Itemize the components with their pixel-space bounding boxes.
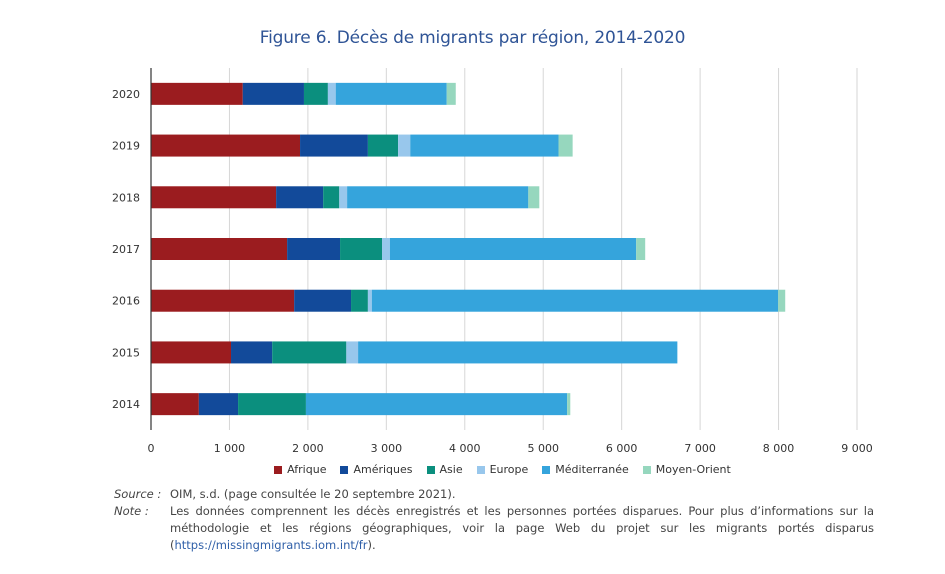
bar-segment [410,134,559,157]
legend-swatch [642,465,651,474]
bar-segment [151,289,295,312]
bar-segment [371,289,779,312]
legend-label: Afrique [287,463,327,476]
bar-segment [276,186,324,209]
legend-item: Méditerranée [542,463,629,476]
bar-segment [335,82,447,105]
x-tick-label: 8 000 [763,442,795,455]
x-tick-label: 9 000 [841,442,873,455]
source-text: OIM, s.d. (page consultée le 20 septembr… [170,487,456,501]
bar-segment [300,134,368,157]
bar-segment [358,341,678,364]
bar-segment [151,186,277,209]
y-tick-label: 2014 [112,398,140,411]
x-tick-label: 3 000 [371,442,403,455]
bar-segment [294,289,352,312]
source-label: Source : [114,487,162,501]
x-tick-label: 0 [148,442,155,455]
note-row: Note : Les données comprennent les décès… [114,503,874,554]
chart-title: Figure 6. Décès de migrants par région, … [259,28,686,48]
y-tick-label: 2018 [112,191,140,204]
bar-segment [382,238,390,260]
project-link[interactable]: https://missingmigrants.iom.int/fr [174,538,368,552]
bar-segment [346,341,359,364]
legend-item: Europe [476,463,529,476]
legend-swatch [426,465,435,474]
x-tick-labels: 0 1 000 2 000 3 000 4 000 5 000 6 000 7 000 8 00… [148,442,873,455]
bar-segment [231,341,273,364]
x-tick-label: 1 000 [214,442,246,455]
legend-item: Moyen-Orient [642,463,731,476]
bar-segment [198,393,239,416]
legend-item: Afrique [274,463,326,476]
bar-segment [323,186,340,209]
bar-segment [367,134,399,157]
bar-segment [242,82,304,105]
bar-segment [367,289,372,312]
legend: Afrique Amériques Asie Europe Méditerranée Mo… [0,463,945,476]
bar-segment [347,186,529,209]
chart-plot: 2020 2019 2018 2017 2016 2015 2014 0 1 000 2 000… [112,68,873,455]
bar-segment [558,134,573,157]
legend-item: Amériques [340,463,413,476]
legend-swatch [476,465,485,474]
legend-swatch [340,465,349,474]
x-tick-label: 7 000 [684,442,716,455]
y-tick-labels: 2020 2019 2018 2017 2016 2015 2014 [112,88,140,411]
legend-label: Europe [489,463,529,476]
bar-segment [151,238,288,260]
bar-segment [340,238,383,260]
y-tick-label: 2015 [112,346,140,359]
legend-swatch [274,465,283,474]
x-tick-label: 5 000 [527,442,559,455]
bar-segment [778,289,786,312]
bar-segment [151,341,232,364]
bar-segment [327,82,336,105]
y-tick-label: 2017 [112,243,140,256]
note-end: ). [367,538,376,552]
bar-segment [398,134,411,157]
legend-label: Méditerranée [555,463,629,476]
bars [151,82,786,416]
bar-segment [567,393,571,416]
bar-segment [351,289,368,312]
bar-segment [389,238,637,260]
legend-item: Asie [426,463,463,476]
y-tick-label: 2020 [112,88,140,101]
y-tick-label: 2019 [112,140,140,153]
x-tick-label: 4 000 [449,442,481,455]
source-row: Source : OIM, s.d. (page consultée le 20… [114,486,874,503]
bar-segment [305,393,568,416]
legend-label: Asie [439,463,463,476]
legend-swatch [542,465,551,474]
bar-segment [151,82,243,105]
bar-segment [287,238,341,260]
x-tick-label: 2 000 [292,442,324,455]
bar-segment [446,82,456,105]
note-label: Note : [114,504,149,518]
bar-segment [272,341,347,364]
bar-segment [151,393,199,416]
bar-segment [528,186,540,209]
bar-segment [151,134,301,157]
y-tick-label: 2016 [112,295,140,308]
chart-notes: Source : OIM, s.d. (page consultée le 20… [114,486,874,554]
bar-segment [339,186,348,209]
bar-segment [303,82,328,105]
bar-segment [636,238,646,260]
legend-label: Moyen-Orient [655,463,731,476]
note-body: Les données comprennent les décès enregi… [170,503,874,554]
note-text: Les données comprennent les décès enregi… [170,504,874,552]
x-tick-label: 6 000 [606,442,638,455]
legend-label: Amériques [353,463,413,476]
bar-segment [238,393,306,416]
